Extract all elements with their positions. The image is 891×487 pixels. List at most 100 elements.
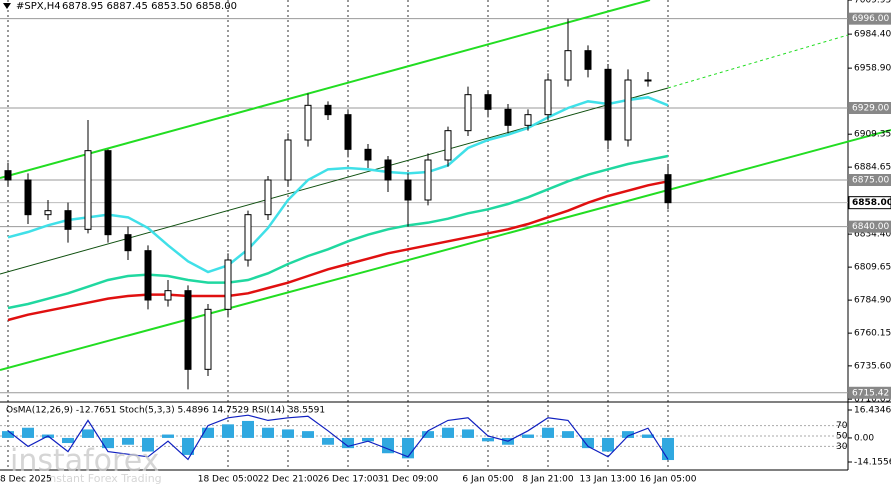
y-tick-label: 6809.65 bbox=[854, 263, 891, 273]
level-label-box bbox=[849, 386, 891, 399]
osma-bar bbox=[222, 424, 234, 438]
x-tick-label: 22 Dec 21:00 bbox=[258, 475, 319, 485]
osma-bar bbox=[2, 431, 14, 438]
candle-body bbox=[264, 179, 272, 216]
y-tick-label: 6760.15 bbox=[854, 329, 891, 339]
level-label: 6715.42 bbox=[852, 388, 889, 398]
candle-body bbox=[504, 108, 512, 126]
y-tick-label: 6834.40 bbox=[854, 230, 891, 240]
candle-body bbox=[624, 79, 632, 141]
osma-bar bbox=[322, 437, 334, 445]
level-label: 6929.00 bbox=[852, 104, 889, 114]
candle-body bbox=[24, 179, 32, 216]
osma-bar bbox=[342, 437, 354, 449]
osma-bar bbox=[122, 437, 134, 445]
candle-body bbox=[144, 250, 152, 301]
x-tick-label: 6 Jan 05:00 bbox=[462, 475, 514, 485]
candle-body bbox=[664, 174, 672, 204]
candle-body bbox=[104, 150, 112, 236]
x-tick-label: 16 Jan 05:00 bbox=[640, 475, 697, 485]
osma-bar bbox=[22, 427, 34, 438]
osma-bar bbox=[182, 437, 194, 455]
y2-tick-label: 30 bbox=[836, 442, 848, 452]
candle-body bbox=[84, 150, 92, 230]
candle-body bbox=[44, 210, 52, 216]
osma-bar bbox=[242, 420, 254, 438]
osma-bar bbox=[622, 431, 634, 438]
candle-body bbox=[524, 114, 532, 126]
x-tick-label: 13 Jan 13:00 bbox=[580, 475, 637, 485]
level-label-box bbox=[849, 220, 891, 233]
candle-body bbox=[464, 94, 472, 132]
x-tick-label: 8 Jan 21:00 bbox=[522, 475, 574, 485]
y2-tick-label: 70 bbox=[836, 421, 848, 431]
moving-average bbox=[7, 96, 669, 274]
osma-bar bbox=[202, 427, 214, 438]
candle-body bbox=[424, 159, 432, 201]
level-label: 6875.00 bbox=[852, 176, 889, 186]
candle-body bbox=[384, 159, 392, 181]
moving-average bbox=[7, 180, 669, 322]
ohlc: 6878.95 6887.45 6853.50 6858.00 bbox=[62, 1, 237, 12]
header-arrow bbox=[3, 3, 11, 9]
osma-bar bbox=[562, 431, 574, 438]
candle-body bbox=[64, 210, 72, 230]
level-label: 6840.00 bbox=[852, 222, 889, 232]
y-tick-label: 7009.95 bbox=[854, 0, 891, 6]
osma-bar bbox=[522, 434, 534, 438]
osma-bar bbox=[302, 431, 314, 438]
symbol: #SPX,H4 bbox=[16, 1, 61, 12]
candle-body bbox=[284, 139, 292, 181]
y-tick-label: 6884.65 bbox=[854, 163, 891, 173]
y-tick-label: 6984.40 bbox=[854, 30, 891, 40]
candle-body bbox=[204, 308, 212, 370]
osma-bar bbox=[662, 437, 674, 461]
x-tick-label: 8 Dec 2025 bbox=[0, 475, 52, 485]
osma-bar bbox=[582, 437, 594, 449]
y-tick-label: 6784.90 bbox=[854, 296, 891, 306]
candle-body bbox=[324, 104, 332, 116]
osma-bar bbox=[142, 437, 154, 452]
osma-bar bbox=[642, 434, 654, 438]
x-tick-label: 31 Dec 09:00 bbox=[378, 475, 439, 485]
last-price-box bbox=[848, 196, 891, 210]
candle-body bbox=[404, 179, 412, 201]
candle-body bbox=[124, 234, 132, 252]
watermark-tagline: Instant Forex Trading bbox=[46, 472, 162, 485]
osma-bar bbox=[82, 429, 94, 438]
candle-body bbox=[344, 114, 352, 150]
level-label-box bbox=[849, 12, 891, 25]
y-tick-label: 6710.65 bbox=[854, 395, 891, 405]
candle-body bbox=[164, 290, 172, 301]
osma-bar bbox=[462, 429, 474, 438]
candle-body bbox=[224, 259, 232, 310]
osma-bar bbox=[382, 437, 394, 454]
candle-body bbox=[644, 79, 652, 82]
y-tick-label: 16.4346 bbox=[854, 406, 891, 416]
osma-bar bbox=[262, 427, 274, 438]
osma-bar bbox=[422, 431, 434, 438]
candle-body bbox=[4, 170, 12, 181]
osma-bar bbox=[542, 427, 554, 438]
x-tick-label: 18 Dec 05:00 bbox=[198, 475, 259, 485]
channel-mid bbox=[0, 87, 669, 275]
stochastic-line bbox=[7, 414, 669, 461]
indicator-title: OsMA(12,26,9) -12.7651 Stoch(5,3,3) 5.48… bbox=[6, 406, 325, 416]
watermark-brand: instaforex bbox=[10, 444, 159, 479]
osma-bar bbox=[162, 434, 174, 438]
y-tick-label: 6958.90 bbox=[854, 64, 891, 74]
x-tick-label: 26 Dec 17:00 bbox=[318, 475, 379, 485]
moving-average bbox=[7, 154, 669, 310]
osma-bar bbox=[602, 437, 614, 452]
candle-body bbox=[564, 50, 572, 81]
candle-body bbox=[484, 94, 492, 110]
y-tick-label: -14.1556 bbox=[854, 458, 891, 468]
channel-lower bbox=[0, 129, 891, 371]
y-tick-label: 6735.60 bbox=[854, 361, 891, 371]
osma-bar bbox=[482, 437, 494, 442]
candle-body bbox=[184, 290, 192, 370]
last-price-label: 6858.00 bbox=[852, 198, 891, 208]
channel-mid-extension bbox=[667, 34, 849, 89]
